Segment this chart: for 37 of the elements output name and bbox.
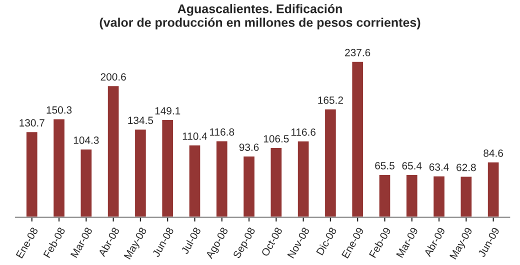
data-label: 84.6 [484, 149, 503, 157]
data-label: 134.5 [128, 116, 154, 124]
bar [52, 118, 66, 218]
data-label: 65.4 [402, 162, 422, 170]
bar [106, 84, 120, 218]
data-label: 63.4 [429, 163, 449, 171]
data-label: 62.8 [456, 164, 476, 172]
bar [459, 175, 473, 218]
bar [486, 161, 500, 218]
bar [432, 174, 446, 218]
data-label: 116.6 [291, 128, 316, 136]
bar [188, 144, 202, 218]
bar [79, 148, 93, 218]
bar [405, 174, 419, 218]
data-label: 65.5 [375, 162, 394, 170]
bar [324, 108, 338, 218]
data-label: 165.2 [318, 96, 343, 104]
data-label: 200.6 [100, 73, 126, 81]
data-label: 237.6 [345, 48, 370, 56]
bar [160, 118, 174, 218]
bar [242, 155, 256, 218]
bar [296, 140, 310, 218]
chart-title: Aguascalientes. Edificación (valor de producción en millones de pesos corrientes) [100, 4, 420, 30]
bar [25, 130, 39, 218]
data-label: 130.7 [20, 119, 44, 127]
data-label: 150.3 [46, 106, 72, 114]
data-label: 93.6 [239, 144, 259, 151]
data-label: 104.3 [74, 136, 99, 144]
bar [134, 128, 148, 218]
data-label: 110.4 [182, 132, 208, 140]
bar [215, 140, 229, 218]
data-label: 106.5 [264, 135, 289, 142]
data-label: 116.8 [210, 128, 234, 136]
bar [269, 146, 283, 218]
bar [378, 174, 392, 218]
bar [350, 60, 364, 218]
data-label: 149.1 [155, 107, 180, 114]
